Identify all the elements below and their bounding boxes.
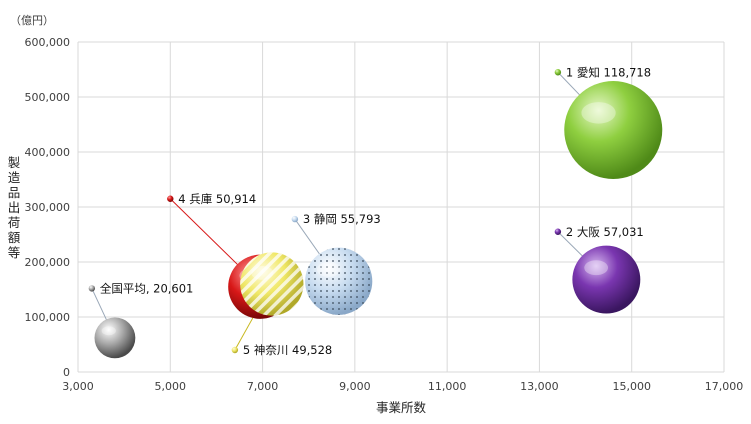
bubble-highlight <box>584 260 609 276</box>
y-tick-labels: 0 100,000 200,000 300,000 400,000 500,000 600,… <box>25 36 71 379</box>
label-marker <box>167 195 174 202</box>
y-unit-label: （億円） <box>10 14 54 27</box>
bubble <box>305 247 373 315</box>
data-label: 全国平均, 20,601 <box>100 281 194 295</box>
label-marker <box>231 346 239 354</box>
bubble-pattern <box>305 247 373 315</box>
bubble-highlight <box>251 265 274 280</box>
y-tick-label: 0 <box>63 366 70 379</box>
y-tick-label: 400,000 <box>25 146 71 159</box>
label-marker <box>554 69 562 76</box>
bubble-highlight <box>316 262 341 277</box>
bubble-highlight <box>101 326 116 336</box>
x-axis-title: 事業所数 <box>376 400 427 415</box>
x-tick-label: 9,000 <box>339 380 371 393</box>
x-tick-label: 3,000 <box>62 380 94 393</box>
label-marker <box>554 228 562 235</box>
y-tick-label: 500,000 <box>25 91 71 104</box>
data-label: 3 静岡 55,793 <box>303 212 381 226</box>
y-axis-title: 製造品出荷額等 <box>8 155 21 260</box>
y-tick-label: 100,000 <box>25 311 71 324</box>
x-tick-labels: 3,000 5,000 7,000 9,000 11,000 13,000 15,000 17… <box>62 380 743 393</box>
leader-lines <box>91 71 587 351</box>
y-tick-label: 600,000 <box>25 36 71 49</box>
leader-line <box>557 231 587 260</box>
bubble <box>94 317 136 359</box>
data-label: 4 兵庫 50,914 <box>178 192 256 206</box>
bubble <box>572 245 641 314</box>
bubble-circle <box>564 81 663 179</box>
x-tick-label: 15,000 <box>612 380 651 393</box>
leader-line <box>294 218 323 259</box>
data-label: 2 大阪 57,031 <box>566 225 644 239</box>
y-tick-label: 200,000 <box>25 256 71 269</box>
bubble-circle <box>94 317 136 359</box>
x-tick-label: 11,000 <box>428 380 467 393</box>
leader-line <box>91 288 109 323</box>
bubble <box>564 81 663 179</box>
bubbles <box>94 81 663 359</box>
x-tick-label: 13,000 <box>520 380 559 393</box>
x-tick-label: 17,000 <box>705 380 744 393</box>
x-tick-label: 7,000 <box>247 380 279 393</box>
data-labels: 1 愛知 118,718 2 大阪 57,031 全国平均, 20,601 3 静岡 … <box>88 65 651 357</box>
bubble-highlight <box>581 102 616 124</box>
data-label: 5 神奈川 49,528 <box>243 343 332 357</box>
data-label: 1 愛知 118,718 <box>566 65 651 79</box>
bubble <box>240 252 304 316</box>
x-tick-label: 5,000 <box>155 380 187 393</box>
bubble-circle <box>572 245 641 314</box>
y-tick-label: 300,000 <box>25 201 71 214</box>
leader-line <box>169 198 242 269</box>
label-marker <box>88 285 96 292</box>
bubble-pattern <box>240 252 304 316</box>
label-marker <box>291 215 299 223</box>
